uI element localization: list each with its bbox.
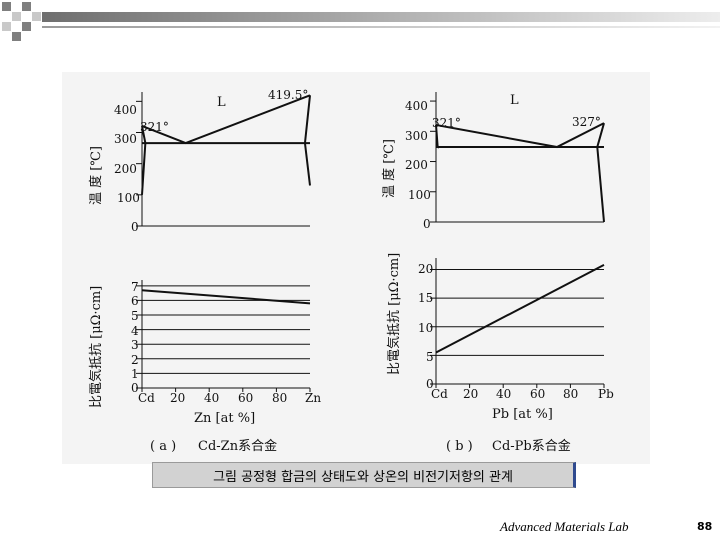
chart-marks: [136, 92, 605, 392]
panel-b-annotation-right: 327°: [572, 115, 601, 129]
panel-a-x-tick: 80: [272, 391, 287, 405]
panel-a-annotation-left: 321°: [140, 120, 169, 134]
panel-a: L 321° 419.5° 400 300 200 100 0 温 度 [℃] …: [88, 88, 321, 454]
figure-background: [62, 72, 650, 464]
panel-b-panel-label: ( b ): [446, 439, 473, 454]
panel-b-res-tick: 20: [418, 262, 433, 276]
panel-b: L 321° 327° 400 300 200 100 0 温 度 [℃] 比電…: [381, 93, 614, 454]
panel-b-x-tick: 80: [563, 387, 578, 401]
panel-b-temp-tick: 0: [423, 217, 431, 231]
panel-b-x-tick: 40: [496, 387, 511, 401]
panel-b-temp-ylabel: 温 度 [℃]: [381, 139, 397, 198]
panel-a-panel-label: ( a ): [150, 439, 176, 454]
panel-b-res-tick: 10: [418, 321, 433, 335]
page-number: 88: [697, 520, 713, 533]
panel-b-temp-tick: 300: [405, 129, 428, 143]
panel-a-res-tick: 3: [131, 338, 139, 352]
panel-b-temp-tick: 100: [408, 188, 431, 202]
panel-b-temp-tick: 400: [405, 99, 428, 113]
panel-b-solvus-left: [435, 124, 439, 149]
panel-a-system-label: Cd-Zn系合金: [198, 438, 277, 454]
panel-a-xlabel: Zn [at %]: [194, 411, 255, 426]
panel-a-region-label: L: [217, 95, 226, 110]
panel-b-x-tick: Cd: [431, 387, 448, 401]
panel-a-res-tick: 7: [131, 280, 139, 294]
panel-b-x-tick: 20: [463, 387, 478, 401]
panel-b-xlabel: Pb [at %]: [492, 407, 553, 422]
panel-a-annotation-right: 419.5°: [268, 88, 308, 102]
panel-a-res-tick: 5: [131, 309, 139, 323]
panel-a-res-tick: 6: [131, 294, 139, 308]
panel-a-res-tick: 0: [131, 381, 139, 395]
panel-b-x-tick: Pb: [598, 387, 614, 401]
panel-b-res-tick: 5: [426, 350, 434, 364]
panel-a-temp-tick: 400: [114, 103, 137, 117]
panel-a-x-tick: 40: [204, 391, 219, 405]
decorative-squares: [2, 2, 41, 41]
figure-caption: 그림 공정형 합금의 상태도와 상온의 비전기저항의 관계: [152, 462, 576, 488]
panel-b-x-tick: 60: [530, 387, 545, 401]
panel-a-temp-ylabel: 温 度 [℃]: [88, 146, 104, 205]
panel-b-temp-tick: 200: [405, 158, 428, 172]
panel-b-region-label: L: [510, 93, 519, 108]
panel-a-temp-tick: 0: [131, 220, 139, 234]
panel-a-solvus-left: [141, 125, 147, 195]
panel-a-x-tick: Zn: [305, 391, 321, 405]
panel-a-solvus-right: [303, 95, 311, 186]
panel-b-resistivity-line: [435, 263, 605, 354]
panel-a-temp-tick: 200: [114, 162, 137, 176]
panel-a-res-tick: 4: [131, 324, 139, 338]
panel-a-res-tick: 2: [131, 353, 139, 367]
panel-a-temp-tick: 300: [114, 132, 137, 146]
panel-b-res-ylabel: 比電気抵抗 [μΩ·cm]: [386, 253, 402, 375]
panel-b-system-label: Cd-Pb系合金: [492, 438, 571, 454]
panel-a-temp-tick: 100: [117, 191, 140, 205]
panel-b-res-tick: 15: [418, 291, 433, 305]
panel-b-res-tick: 0: [426, 377, 434, 391]
top-gradient-line: [42, 26, 720, 28]
panel-a-res-ylabel: 比電気抵抗 [μΩ·cm]: [88, 286, 104, 408]
panel-a-res-tick: 1: [131, 367, 139, 381]
panel-a-x-tick: 20: [170, 391, 185, 405]
panel-a-x-tick: 60: [238, 391, 253, 405]
panel-a-x-tick: Cd: [138, 391, 155, 405]
panel-a-resistivity-line: [141, 289, 311, 305]
panel-b-solvus-right: [596, 122, 605, 223]
footer-lab-name: Advanced Materials Lab: [500, 519, 629, 534]
top-gradient-bar: [42, 12, 720, 22]
